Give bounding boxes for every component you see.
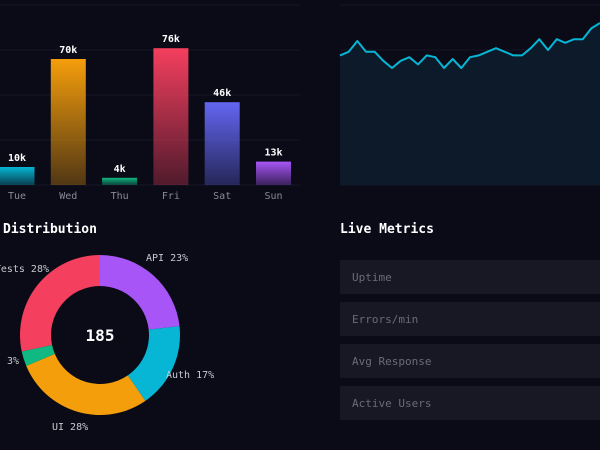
bar-chart: 10k Tue 70k Wed 4k Thu 76k Fri 46k Sat 13k Sun: [0, 4, 300, 202]
x-tick-label: Fri: [162, 191, 180, 202]
bar-value-label: 13k: [264, 148, 282, 159]
bar-value-label: 76k: [162, 34, 180, 45]
slice-label: Docs 3%: [0, 356, 19, 367]
x-tick-label: Tue: [8, 191, 26, 202]
series-line: [339, 22, 600, 69]
bar-value-label: 46k: [213, 88, 231, 99]
x-tick-label: Wed: [59, 191, 77, 202]
bar-sun: [256, 161, 291, 185]
x-tick-label: Sun: [264, 191, 282, 202]
metric-avg-response: Avg Response: [340, 344, 600, 378]
bar-value-label: 10k: [8, 153, 26, 164]
donut-slice: [26, 353, 146, 416]
live-metrics-title: Live Metrics: [340, 222, 434, 237]
metric-uptime: Uptime: [340, 260, 600, 294]
slice-label: API 23%: [146, 253, 188, 264]
bar-value-label: 4k: [114, 164, 126, 175]
bar-fri: [153, 48, 189, 186]
distribution-title: Distribution: [3, 222, 97, 237]
metric-label: Errors/min: [352, 313, 419, 326]
x-tick-label: Thu: [111, 191, 129, 202]
bar-tue: [0, 167, 35, 185]
donut-chart: API 23% Auth 17% UI 28% Docs 3% Tests 28% 185: [0, 253, 214, 433]
bar-thu: [102, 177, 138, 185]
metric-label: Uptime: [352, 271, 392, 284]
donut-slice: [127, 326, 180, 401]
metric-label: Avg Response: [352, 355, 432, 368]
area-fill: [340, 23, 600, 185]
bar-sat: [204, 102, 240, 185]
metric-active-users: Active Users: [340, 386, 600, 420]
donut-slice: [21, 345, 55, 366]
x-tick-label: Sat: [213, 191, 231, 202]
slice-label: UI 28%: [52, 422, 88, 433]
donut-total: 185: [86, 326, 115, 345]
slice-label: Tests 28%: [0, 264, 49, 275]
metric-label: Active Users: [352, 397, 432, 410]
line-chart: [339, 4, 600, 186]
donut-slice: [19, 255, 101, 352]
bar-wed: [50, 59, 86, 185]
donut-slice: [100, 255, 180, 330]
bar-value-label: 70k: [59, 45, 77, 56]
metric-errors: Errors/min: [340, 302, 600, 336]
slice-label: Auth 17%: [166, 370, 214, 381]
